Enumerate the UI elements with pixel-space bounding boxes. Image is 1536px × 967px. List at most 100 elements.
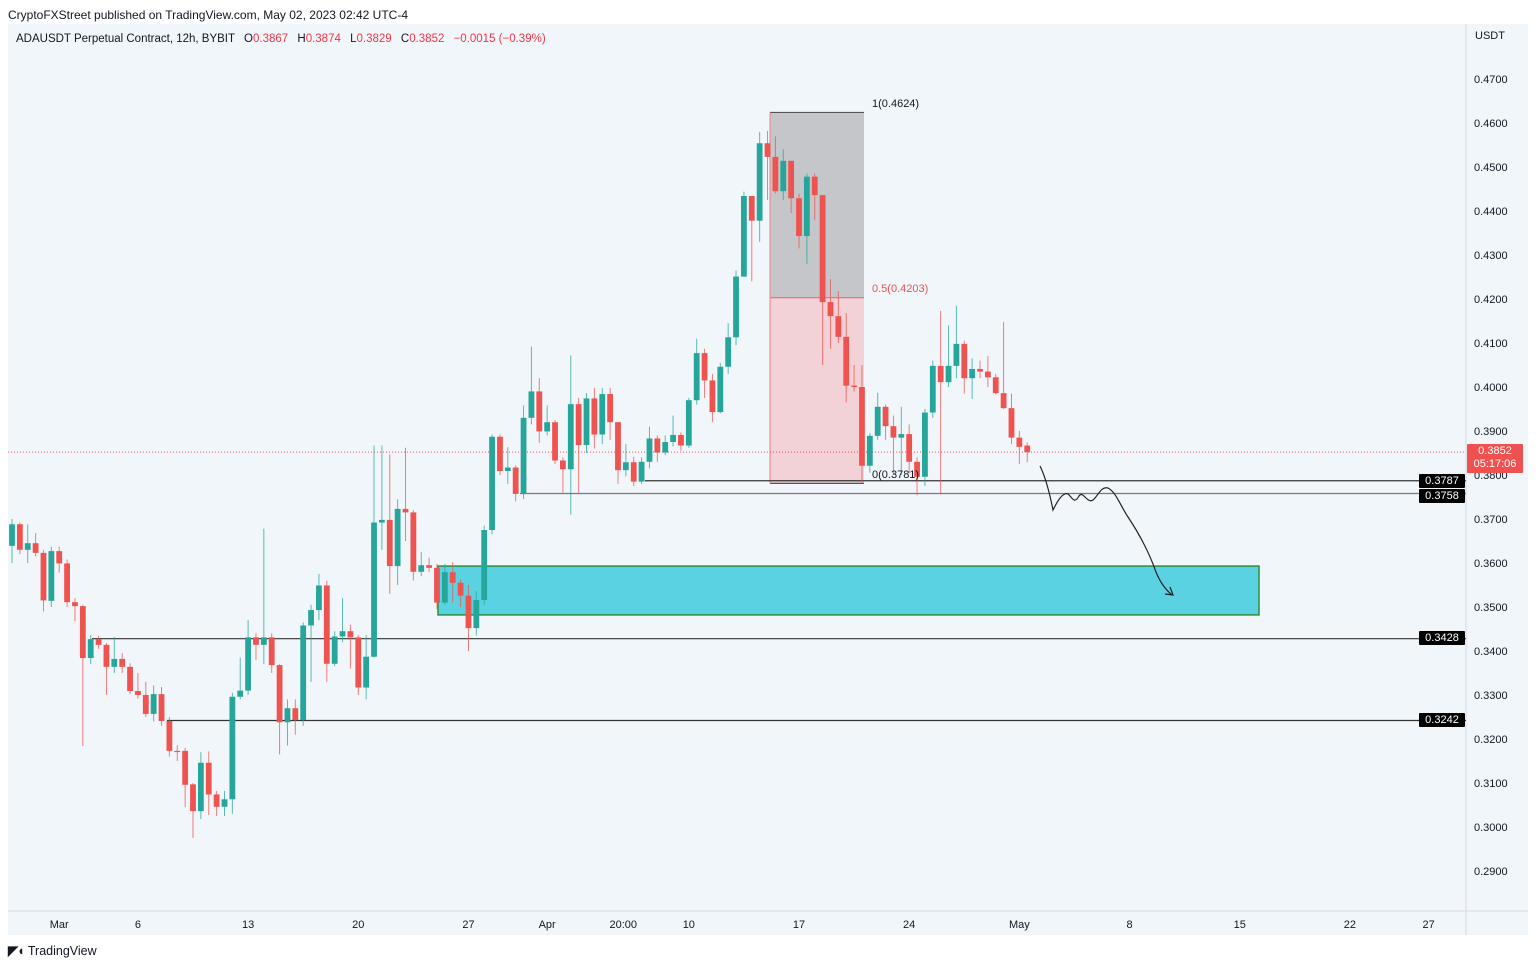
candle-body	[48, 551, 55, 601]
candle-body	[268, 637, 275, 666]
price-tick-label: 0.3600	[1474, 558, 1508, 570]
time-tick-label: 20	[352, 919, 364, 931]
candle	[103, 643, 110, 695]
candle	[788, 160, 795, 214]
candle	[16, 522, 23, 555]
candle-body	[906, 434, 913, 462]
candle-body	[922, 412, 928, 477]
candle	[1016, 431, 1023, 464]
candle-body	[961, 343, 968, 379]
candle-body	[725, 337, 732, 367]
open-label: O	[244, 33, 253, 45]
candle-body	[9, 524, 15, 546]
price-tick-label: 0.3100	[1474, 778, 1508, 790]
candle-body	[969, 368, 976, 379]
candle	[882, 404, 889, 440]
candle-body	[441, 572, 448, 603]
candle	[945, 325, 952, 387]
candle-body	[937, 365, 944, 383]
candle-body	[402, 508, 409, 513]
candle	[748, 196, 755, 282]
time-tick-label: 15	[1234, 919, 1246, 931]
candle-body	[827, 302, 834, 317]
fib-level-1-label: 1(0.4624)	[872, 98, 920, 110]
candle-body	[418, 565, 425, 572]
candle	[536, 378, 543, 443]
candle-body	[709, 380, 716, 413]
price-tick-label: 0.4000	[1474, 382, 1508, 394]
demand-zone[interactable]	[437, 565, 1260, 616]
candle	[961, 340, 968, 394]
candle-body	[72, 602, 78, 607]
candle-body	[599, 394, 606, 435]
candle	[229, 692, 236, 814]
candle	[512, 465, 519, 502]
candle-body	[300, 625, 307, 721]
candle-body	[213, 794, 220, 807]
level-tag: 0.3242	[1419, 713, 1465, 727]
candle-body	[764, 143, 771, 157]
candle	[40, 549, 47, 612]
high-value: 0.3874	[305, 33, 341, 45]
candle	[300, 622, 307, 726]
candle	[780, 149, 787, 200]
candle	[79, 604, 86, 747]
candle-body	[945, 365, 952, 383]
candle-body	[457, 582, 464, 596]
time-tick-label: 17	[793, 919, 805, 931]
time-tick-label: 27	[1422, 919, 1434, 931]
candle	[796, 193, 802, 249]
candle	[56, 546, 63, 573]
candle	[197, 752, 204, 820]
published-byline: CryptoFXStreet published on TradingView.…	[8, 8, 408, 22]
candle-body	[166, 720, 173, 751]
candle-body	[245, 637, 251, 691]
candle-body	[1016, 437, 1023, 447]
candle-body	[859, 387, 865, 466]
time-axis[interactable]: Mar 6 13 20 27 Apr 20:00 10 17 24 May 8 15 22 27	[50, 919, 1435, 931]
candle-body	[473, 599, 480, 629]
candle-body	[654, 438, 661, 453]
candle	[205, 751, 212, 816]
candle-body	[308, 610, 314, 626]
candle	[984, 356, 991, 387]
candle	[914, 457, 920, 496]
close-value: 0.3852	[409, 33, 445, 45]
candle-body	[449, 572, 456, 583]
candle-body	[32, 543, 39, 553]
candle-body	[394, 508, 401, 567]
candle	[363, 635, 370, 700]
candle	[733, 270, 739, 346]
candle-body	[701, 353, 708, 381]
candle-body	[237, 690, 244, 697]
fib-level-0-label: 0(0.3781)	[872, 469, 920, 481]
projected-path-drawing[interactable]	[1039, 465, 1173, 596]
horizontal-levels[interactable]	[92, 480, 1466, 722]
candle-body	[843, 336, 850, 386]
candle-body	[929, 365, 936, 413]
candle-body	[741, 196, 747, 277]
candle-body	[992, 377, 999, 394]
candle	[638, 457, 645, 484]
candle-body	[434, 567, 440, 603]
candle	[685, 398, 692, 448]
price-axis[interactable]: 0.4700 0.4600 0.4500 0.4400 0.4300 0.4200 0.41…	[1474, 74, 1508, 878]
candle-body	[260, 637, 267, 645]
candle	[717, 362, 724, 414]
candle	[245, 620, 251, 695]
candle	[741, 191, 747, 277]
candle	[630, 456, 637, 486]
candle	[316, 574, 322, 621]
candle-body	[977, 368, 983, 372]
candle-body	[24, 543, 31, 550]
candle-body	[127, 666, 133, 692]
candle	[473, 591, 480, 636]
candle-body	[386, 519, 393, 567]
candle	[969, 358, 976, 399]
candle	[449, 562, 456, 603]
candle	[1024, 442, 1031, 463]
tradingview-logo[interactable]: ◤◖ TradingView	[8, 943, 97, 959]
candle	[977, 360, 983, 379]
candle	[560, 457, 566, 493]
